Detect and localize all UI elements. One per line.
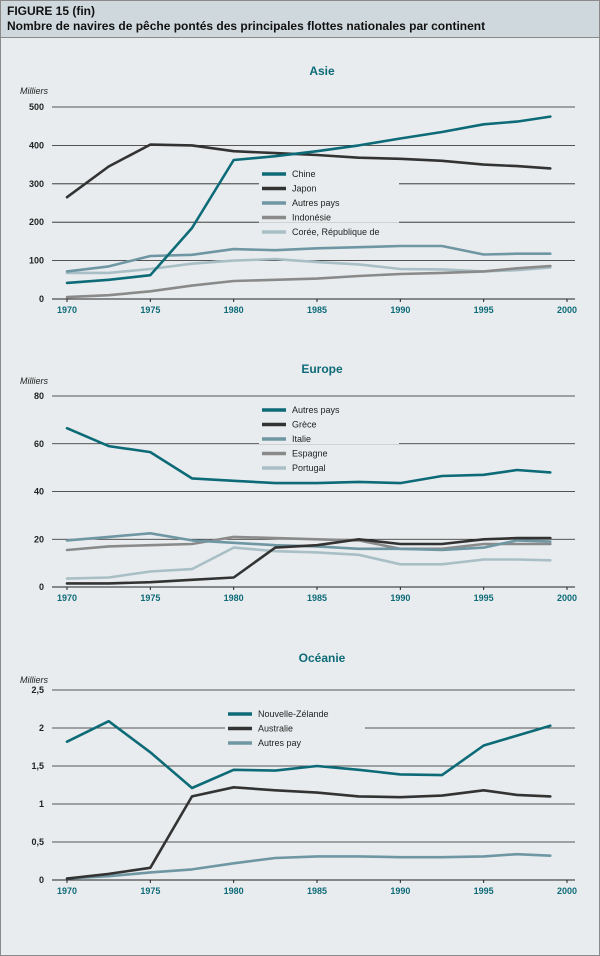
x-tick-label: 1990 [390, 305, 410, 315]
x-tick-label: 1990 [390, 593, 410, 603]
legend-label-coree-republique-de: Corée, République de [292, 227, 380, 237]
legend-label-nouvelle-zelande: Nouvelle-Zélande [258, 709, 329, 719]
x-tick-label: 1970 [57, 305, 77, 315]
legend-label-indonesie: Indonésie [292, 213, 331, 223]
legend-label-grece: Grèce [292, 420, 317, 430]
legend-label-australie: Australie [258, 724, 293, 734]
y-unit-label: Milliers [20, 86, 48, 96]
chart-title-oceanie: Océanie [299, 651, 346, 665]
x-tick-label: 1995 [474, 886, 494, 896]
x-tick-label: 1985 [307, 593, 327, 603]
y-tick-label: 2,5 [31, 685, 44, 695]
x-tick-label: 1985 [307, 886, 327, 896]
legend-label-autres-pay: Autres pay [258, 738, 302, 748]
x-tick-label: 1985 [307, 305, 327, 315]
y-tick-label: 0 [39, 582, 44, 592]
legend-label-chine: Chine [292, 169, 316, 179]
y-tick-label: 500 [29, 102, 44, 112]
y-tick-label: 60 [34, 439, 44, 449]
x-tick-label: 1975 [140, 305, 160, 315]
y-unit-label: Milliers [20, 376, 48, 386]
figure-title: Nombre de navires de pêche pontés des pr… [7, 19, 485, 33]
x-tick-label: 2000 [557, 305, 577, 315]
legend-label-japon: Japon [292, 184, 317, 194]
y-tick-label: 100 [29, 256, 44, 266]
y-tick-label: 2 [39, 723, 44, 733]
y-tick-label: 0 [39, 875, 44, 885]
x-tick-label: 1995 [474, 593, 494, 603]
figure-label: FIGURE 15 (fin) [7, 4, 95, 18]
legend-label-portugal: Portugal [292, 463, 326, 473]
legend-label-espagne: Espagne [292, 449, 328, 459]
y-tick-label: 1 [39, 799, 44, 809]
chart-title-europe: Europe [301, 362, 343, 376]
x-tick-label: 1970 [57, 593, 77, 603]
y-tick-label: 0 [39, 294, 44, 304]
x-tick-label: 2000 [557, 593, 577, 603]
series-line-portugal [67, 548, 550, 579]
legend-label-autres-pays: Autres pays [292, 405, 340, 415]
x-tick-label: 1995 [474, 305, 494, 315]
y-tick-label: 300 [29, 179, 44, 189]
y-tick-label: 400 [29, 140, 44, 150]
x-tick-label: 1975 [140, 593, 160, 603]
y-tick-label: 20 [34, 534, 44, 544]
series-line-autres-pays [67, 246, 550, 271]
y-tick-label: 1,5 [31, 761, 44, 771]
y-tick-label: 40 [34, 487, 44, 497]
x-tick-label: 1980 [224, 305, 244, 315]
y-tick-label: 200 [29, 217, 44, 227]
x-tick-label: 1990 [390, 886, 410, 896]
x-tick-label: 1980 [224, 593, 244, 603]
y-tick-label: 0,5 [31, 837, 44, 847]
x-tick-label: 1980 [224, 886, 244, 896]
series-line-autres-pay [67, 854, 550, 878]
series-line-italie [67, 533, 550, 550]
legend-label-italie: Italie [292, 434, 311, 444]
x-tick-label: 2000 [557, 886, 577, 896]
y-tick-label: 80 [34, 391, 44, 401]
figure-header: FIGURE 15 (fin) Nombre de navires de pêc… [1, 1, 599, 38]
legend-label-autres-pays: Autres pays [292, 198, 340, 208]
x-tick-label: 1975 [140, 886, 160, 896]
chart-title-asie: Asie [309, 64, 335, 78]
series-line-australie [67, 787, 550, 878]
x-tick-label: 1970 [57, 886, 77, 896]
y-unit-label: Milliers [20, 675, 48, 685]
